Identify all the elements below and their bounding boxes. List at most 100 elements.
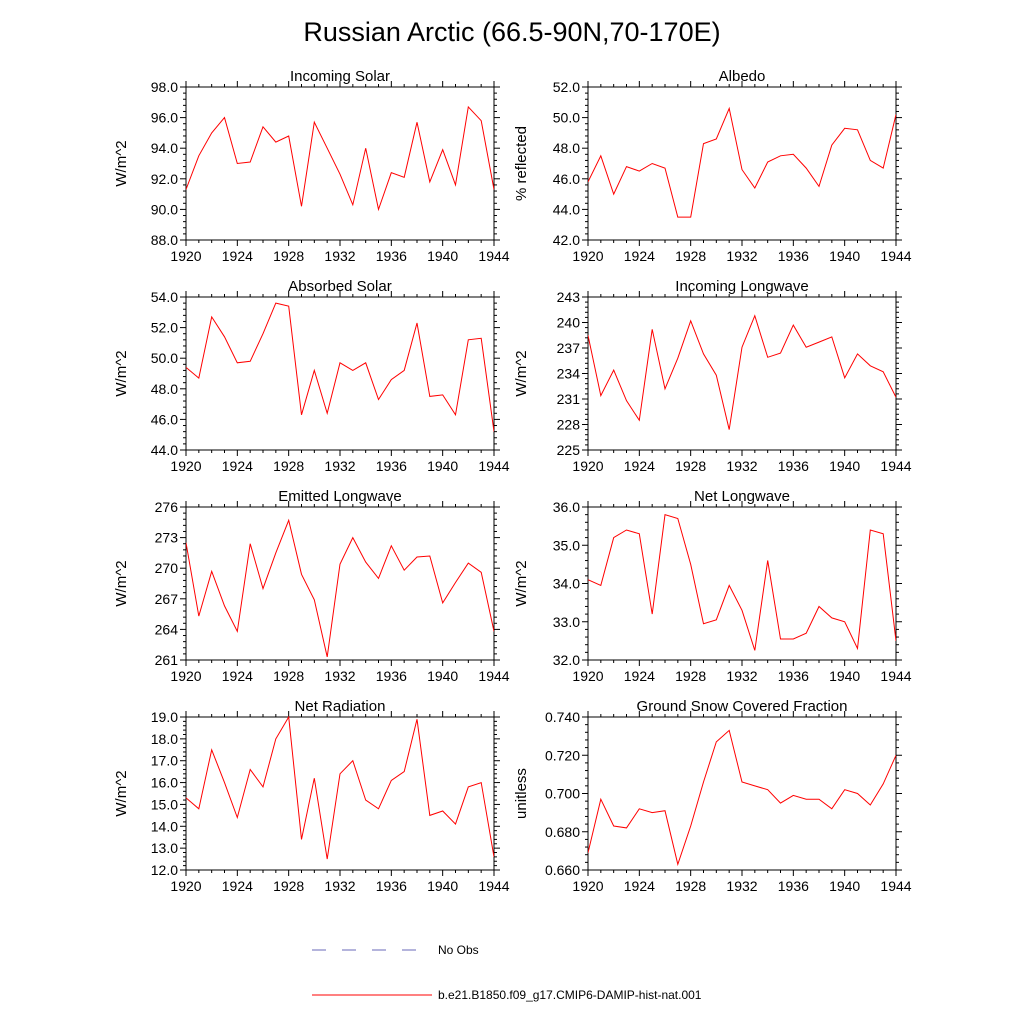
y-tick-label: 14.0 bbox=[151, 818, 178, 834]
y-tick-label: 0.740 bbox=[545, 709, 580, 725]
x-tick-label: 1924 bbox=[624, 878, 655, 894]
series-line-0 bbox=[186, 105, 494, 212]
y-tick-label: 54.0 bbox=[151, 289, 178, 305]
y-tick-label: 240 bbox=[557, 315, 581, 331]
panel-title: Albedo bbox=[719, 68, 766, 85]
x-tick-label: 1924 bbox=[624, 248, 655, 264]
y-tick-label: 228 bbox=[557, 417, 581, 433]
chart-panel-2: Absorbed Solar 1920 1924 1928 1932 1936 1940 19… bbox=[113, 278, 510, 474]
series-line-0 bbox=[186, 716, 494, 860]
y-tick-label: 270 bbox=[155, 560, 179, 576]
x-tick-label: 1928 bbox=[273, 458, 304, 474]
panel-title: Net Longwave bbox=[694, 488, 790, 505]
x-tick-label: 1924 bbox=[222, 878, 253, 894]
y-tick-label: 15.0 bbox=[151, 796, 178, 812]
x-tick-label: 1936 bbox=[778, 248, 809, 264]
y-axis-label: W/m^2 bbox=[113, 140, 130, 186]
x-tick-label: 1944 bbox=[880, 458, 911, 474]
y-axis-label: W/m^2 bbox=[113, 350, 130, 396]
y-tick-label: 98.0 bbox=[151, 79, 178, 95]
x-tick-label: 1944 bbox=[478, 458, 509, 474]
series-line-0 bbox=[186, 518, 494, 658]
x-tick-label: 1940 bbox=[829, 878, 860, 894]
x-tick-label: 1928 bbox=[675, 668, 706, 684]
x-tick-label: 1920 bbox=[170, 458, 201, 474]
y-axis-label: W/m^2 bbox=[113, 560, 130, 606]
x-tick-label: 1936 bbox=[778, 878, 809, 894]
legend-model-label: b.e21.B1850.f09_g17.CMIP6-DAMIP-hist-nat… bbox=[438, 988, 702, 1002]
y-axis-label: W/m^2 bbox=[113, 770, 130, 816]
figure-title: Russian Arctic (66.5-90N,70-170E) bbox=[303, 17, 720, 47]
y-tick-label: 276 bbox=[155, 499, 179, 515]
y-tick-label: 50.0 bbox=[553, 110, 580, 126]
panel-title: Incoming Solar bbox=[290, 68, 390, 85]
y-tick-label: 50.0 bbox=[151, 350, 178, 366]
x-tick-label: 1924 bbox=[222, 248, 253, 264]
x-tick-label: 1944 bbox=[478, 668, 509, 684]
x-tick-label: 1928 bbox=[675, 248, 706, 264]
y-tick-label: 17.0 bbox=[151, 753, 178, 769]
x-tick-label: 1936 bbox=[376, 878, 407, 894]
x-tick-label: 1940 bbox=[427, 668, 458, 684]
series-line-0 bbox=[186, 302, 494, 432]
x-tick-label: 1932 bbox=[726, 668, 757, 684]
y-axis-label: W/m^2 bbox=[513, 560, 530, 606]
x-tick-label: 1924 bbox=[624, 458, 655, 474]
x-tick-label: 1920 bbox=[572, 878, 603, 894]
y-tick-label: 88.0 bbox=[151, 232, 178, 248]
y-tick-label: 0.700 bbox=[545, 786, 580, 802]
x-tick-label: 1924 bbox=[222, 458, 253, 474]
y-tick-label: 264 bbox=[155, 621, 179, 637]
y-axis-label: unitless bbox=[513, 768, 530, 819]
y-tick-label: 34.0 bbox=[553, 576, 580, 592]
x-tick-label: 1932 bbox=[726, 878, 757, 894]
y-tick-label: 231 bbox=[557, 391, 581, 407]
x-tick-label: 1944 bbox=[880, 248, 911, 264]
y-tick-label: 48.0 bbox=[553, 140, 580, 156]
x-tick-label: 1940 bbox=[427, 878, 458, 894]
y-tick-label: 234 bbox=[557, 366, 581, 382]
y-tick-label: 42.0 bbox=[553, 232, 580, 248]
plot-frame bbox=[185, 716, 495, 871]
x-tick-label: 1932 bbox=[324, 878, 355, 894]
x-tick-label: 1928 bbox=[675, 878, 706, 894]
y-tick-label: 36.0 bbox=[553, 499, 580, 515]
x-tick-label: 1924 bbox=[222, 668, 253, 684]
series-line-0 bbox=[588, 314, 896, 430]
x-tick-label: 1940 bbox=[427, 248, 458, 264]
y-axis-label: W/m^2 bbox=[513, 350, 530, 396]
y-tick-label: 0.660 bbox=[545, 862, 580, 878]
y-tick-label: 33.0 bbox=[553, 614, 580, 630]
y-tick-label: 13.0 bbox=[151, 840, 178, 856]
x-tick-label: 1932 bbox=[324, 668, 355, 684]
y-tick-label: 52.0 bbox=[151, 320, 178, 336]
y-tick-label: 237 bbox=[557, 340, 581, 356]
y-tick-label: 243 bbox=[557, 289, 581, 305]
legend: No Obs b.e21.B1850.f09_g17.CMIP6-DAMIP-h… bbox=[312, 943, 702, 1002]
y-tick-label: 52.0 bbox=[553, 79, 580, 95]
x-tick-label: 1924 bbox=[624, 668, 655, 684]
panel-title: Emitted Longwave bbox=[278, 488, 401, 505]
chart-panel-0: Incoming Solar 1920 1924 1928 1932 1936 1940 19… bbox=[113, 68, 510, 264]
x-tick-label: 1944 bbox=[880, 878, 911, 894]
y-tick-label: 225 bbox=[557, 442, 581, 458]
x-tick-label: 1940 bbox=[829, 458, 860, 474]
y-tick-label: 273 bbox=[155, 530, 179, 546]
chart-panel-7: Ground Snow Covered Fraction 1920 1924 1928… bbox=[513, 698, 912, 894]
panels: Incoming Solar 1920 1924 1928 1932 1936 1940 19… bbox=[113, 68, 912, 894]
x-tick-label: 1928 bbox=[675, 458, 706, 474]
chart-panel-6: Net Radiation 1920 1924 1928 1932 1936 1940 194… bbox=[113, 698, 510, 894]
panel-title: Incoming Longwave bbox=[675, 278, 808, 295]
chart-panel-3: Incoming Longwave 1920 1924 1928 1932 1936 194… bbox=[513, 278, 912, 474]
y-tick-label: 44.0 bbox=[151, 442, 178, 458]
series-line-0 bbox=[588, 514, 896, 651]
x-tick-label: 1928 bbox=[273, 668, 304, 684]
y-tick-label: 35.0 bbox=[553, 537, 580, 553]
y-tick-label: 32.0 bbox=[553, 652, 580, 668]
legend-no-obs-label: No Obs bbox=[438, 943, 479, 957]
plot-frame bbox=[587, 716, 897, 871]
x-tick-label: 1936 bbox=[376, 248, 407, 264]
y-tick-label: 261 bbox=[155, 652, 179, 668]
x-tick-label: 1920 bbox=[572, 668, 603, 684]
